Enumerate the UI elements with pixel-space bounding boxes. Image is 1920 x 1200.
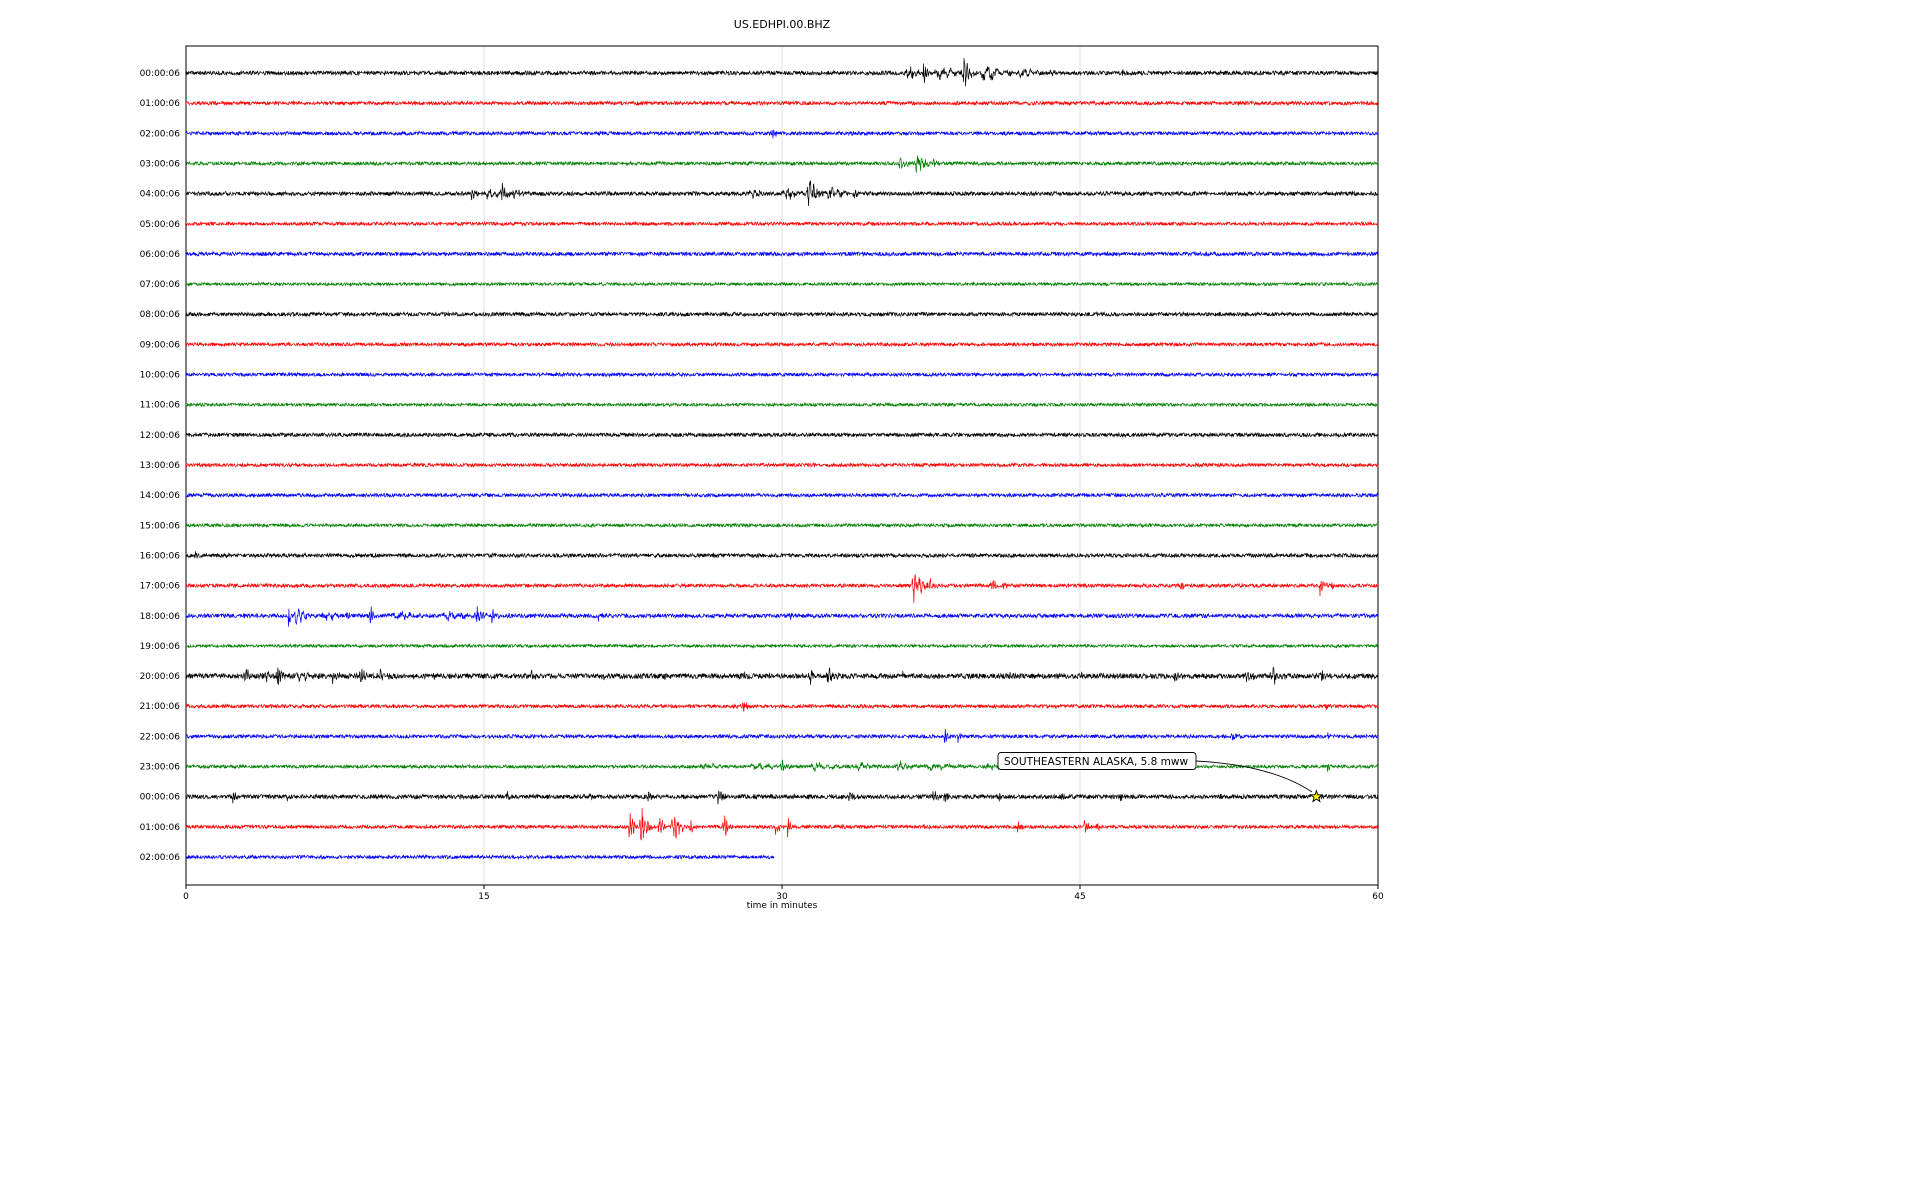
waveform-trace bbox=[185, 220, 1379, 227]
x-tick-label: 30 bbox=[776, 892, 788, 902]
chart-title: US.EDHPI.00.BHZ bbox=[734, 18, 831, 31]
row-label: 03:00:06 bbox=[140, 160, 181, 170]
waveform-trace bbox=[185, 129, 1379, 139]
waveform-trace bbox=[185, 461, 1379, 469]
x-axis-label: time in minutes bbox=[747, 901, 818, 911]
waveform-trace bbox=[185, 250, 1379, 258]
waveform-trace bbox=[185, 310, 1379, 318]
waveform-trace bbox=[185, 401, 1379, 408]
row-label: 11:00:06 bbox=[140, 401, 181, 411]
row-label: 19:00:06 bbox=[140, 642, 181, 652]
annotation-box bbox=[997, 752, 1197, 770]
waveform-trace bbox=[185, 371, 1379, 378]
row-label: 08:00:06 bbox=[140, 310, 181, 320]
row-label: 10:00:06 bbox=[140, 371, 181, 381]
row-label: 06:00:06 bbox=[140, 250, 181, 260]
waveform-trace bbox=[185, 58, 1379, 87]
row-label: 18:00:06 bbox=[140, 612, 181, 622]
row-label: 09:00:06 bbox=[140, 340, 181, 350]
waveform-trace bbox=[186, 431, 1379, 439]
waveform-trace bbox=[185, 281, 1379, 287]
waveform-trace bbox=[185, 853, 775, 860]
waveform-traces bbox=[185, 58, 1379, 860]
row-label: 00:00:06 bbox=[140, 793, 181, 803]
row-label: 20:00:06 bbox=[140, 672, 181, 682]
row-label: 22:00:06 bbox=[140, 732, 181, 742]
x-tick-label: 15 bbox=[478, 892, 489, 902]
waveform-trace bbox=[185, 643, 1379, 649]
x-tick-label: 45 bbox=[1074, 892, 1085, 902]
annotation-label: SOUTHEASTERN ALASKA, 5.8 mww bbox=[1004, 756, 1188, 768]
row-label: 01:00:06 bbox=[140, 823, 181, 833]
row-label: 00:00:06 bbox=[140, 69, 181, 79]
waveform-trace bbox=[185, 702, 1379, 712]
row-label: 04:00:06 bbox=[140, 190, 181, 200]
event-star-marker bbox=[1309, 789, 1324, 803]
row-label: 02:00:06 bbox=[140, 853, 181, 863]
row-label: 21:00:06 bbox=[140, 702, 181, 712]
waveform-trace bbox=[185, 790, 1379, 805]
waveform-trace bbox=[185, 492, 1379, 499]
row-label: 13:00:06 bbox=[140, 461, 181, 471]
x-axis-ticks: 0 15 30 45 60 bbox=[183, 885, 1384, 902]
row-label: 17:00:06 bbox=[140, 582, 181, 592]
row-label: 15:00:06 bbox=[140, 521, 181, 531]
waveform-trace bbox=[185, 341, 1379, 348]
waveform-trace bbox=[185, 666, 1379, 685]
row-label: 05:00:06 bbox=[140, 220, 181, 230]
row-label: 12:00:06 bbox=[140, 431, 181, 441]
waveform-trace bbox=[185, 728, 1379, 743]
waveform-trace bbox=[185, 522, 1379, 529]
waveform-trace bbox=[185, 808, 1379, 841]
row-label: 07:00:06 bbox=[140, 280, 181, 290]
waveform-trace bbox=[185, 180, 1379, 207]
waveform-trace bbox=[185, 155, 1379, 173]
row-label: 01:00:06 bbox=[140, 99, 181, 109]
row-label: 16:00:06 bbox=[140, 552, 181, 562]
annotation-connector bbox=[1195, 760, 1313, 793]
x-tick-label: 0 bbox=[183, 892, 189, 902]
row-label: 02:00:06 bbox=[140, 129, 181, 139]
row-label: 14:00:06 bbox=[140, 491, 181, 501]
event-annotation: SOUTHEASTERN ALASKA, 5.8 mww bbox=[997, 752, 1324, 803]
row-label: 23:00:06 bbox=[140, 763, 181, 773]
waveform-trace bbox=[185, 551, 1379, 559]
waveform-trace bbox=[185, 574, 1379, 604]
waveform-trace bbox=[185, 100, 1379, 107]
waveform-trace bbox=[185, 606, 1379, 627]
x-tick-label: 60 bbox=[1372, 892, 1384, 902]
row-labels: 00:00:06 01:00:06 02:00:06 03:00:06 04:00:06… bbox=[140, 69, 181, 863]
